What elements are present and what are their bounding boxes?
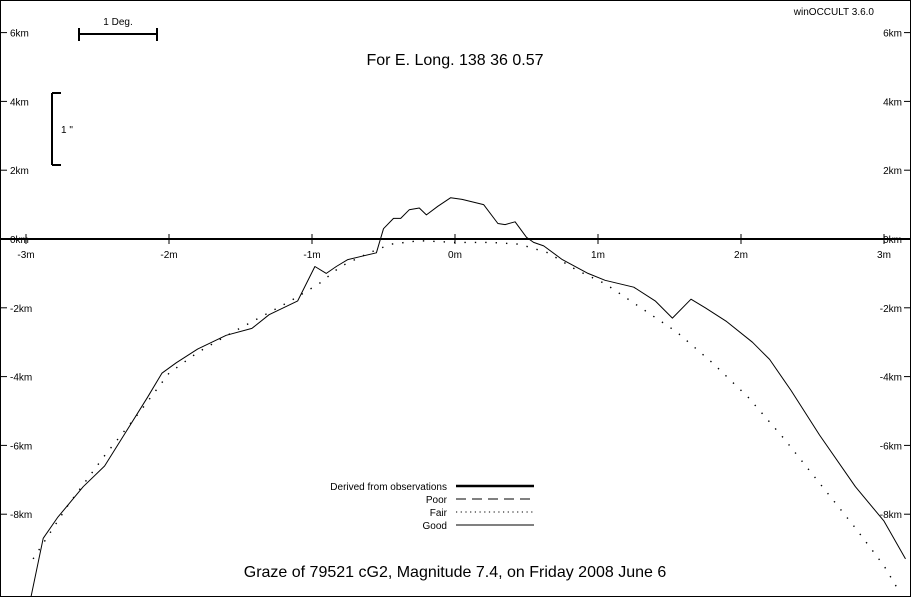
x-tick-label: 0m [448,250,462,261]
y-tick-label-left: -4km [10,373,32,384]
legend-label: Fair [430,508,448,519]
y-tick-label-left: 6km [10,29,29,40]
y-tick-label-right: -6km [880,441,902,452]
arcsecond-scale-label: 1 " [61,125,73,136]
software-label: winOCCULT 3.6.0 [793,7,875,18]
legend-label: Good [423,521,447,532]
degree-scale-label: 1 Deg. [103,17,132,28]
y-tick-label-right: -8km [880,510,902,521]
x-tick-label: -1m [303,250,320,261]
y-tick-label-right: 2km [883,166,902,177]
y-tick-label-right: -2km [880,304,902,315]
y-tick-label-right: 6km [883,29,902,40]
y-tick-label-left: 2km [10,166,29,177]
series-group [30,197,906,597]
legend: Derived from observations Poor Fair Good [330,482,534,532]
legend-label: Poor [426,495,448,506]
y-tick-label-right: 4km [883,97,902,108]
profile-series-thin [30,197,906,597]
x-tick-label: 1m [591,250,605,261]
x-tick-label: 2m [734,250,748,261]
chart-heading: For E. Long. 138 36 0.57 [366,52,543,69]
y-tick-label-left: -6km [10,441,32,452]
y-tick-label-left: -8km [10,510,32,521]
y-tick-label-right: 0km [883,235,902,246]
y-tick-label-left: 4km [10,97,29,108]
y-tick-label-left: 0km [10,235,29,246]
axes: -3m -2m -1m 0m 1m 2m 3m 6km 6km 4km 4km 2km 2km 0km 0k… [0,29,911,521]
chart-footer: Graze of 79521 cG2, Magnitude 7.4, on Fr… [244,564,667,581]
x-tick-label: -2m [160,250,177,261]
y-tick-label-right: -4km [880,373,902,384]
arcsecond-scale-bar: 1 " [51,92,73,166]
legend-label: Derived from observations [330,482,447,493]
x-tick-label: -3m [17,250,34,261]
x-tick-label: 3m [877,250,891,261]
y-tick-label-left: -2km [10,304,32,315]
degree-scale-bar: 1 Deg. [78,17,158,41]
profile-series-dotted [32,239,899,591]
